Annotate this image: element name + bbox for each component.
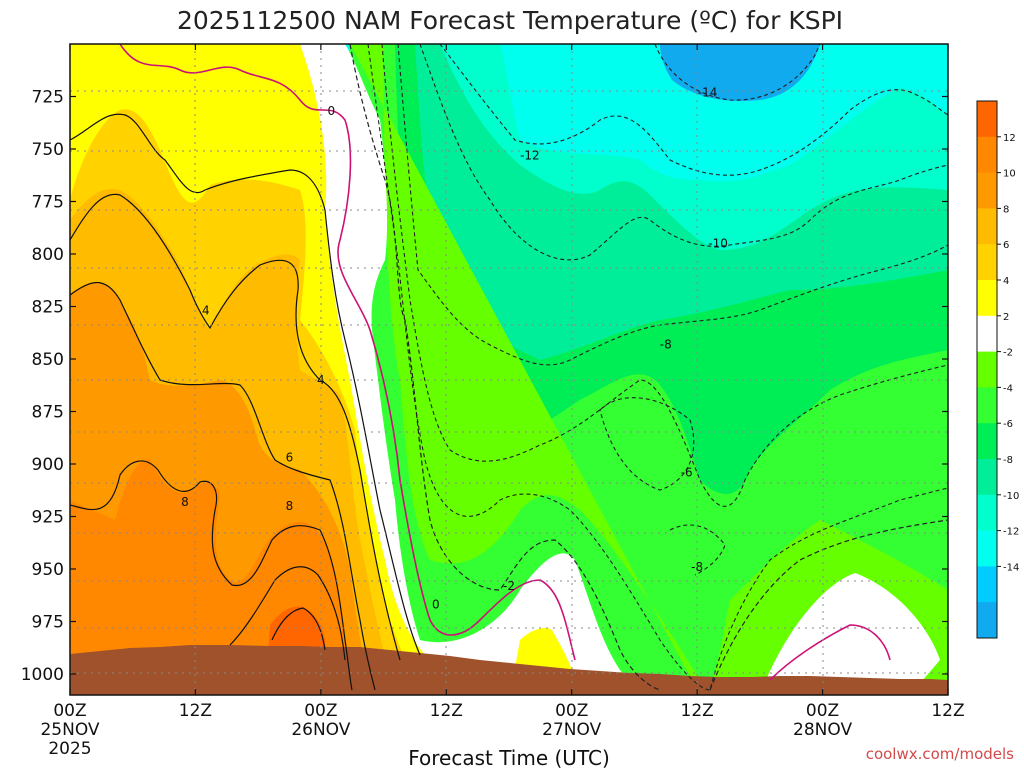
contour-label: 8 [286, 499, 294, 513]
y-tick-label: 725 [32, 88, 64, 108]
colorbar-label: -12 [1003, 527, 1019, 538]
colorbar-frame [976, 100, 998, 639]
y-tick-label: 750 [32, 140, 64, 160]
colorbar-label: -2 [1003, 348, 1013, 359]
field-lime [350, 44, 948, 695]
y-tick-label: 775 [32, 193, 64, 213]
colorbar-swatch [977, 387, 997, 424]
y-tick-label: 925 [32, 508, 64, 528]
x-tick-label: 26NOV [291, 720, 350, 740]
contour-label: -6 [681, 465, 693, 479]
colorbar-label: -8 [1003, 455, 1013, 466]
contour-line-minus4c [367, 44, 948, 691]
contour-line-minus10c [419, 44, 948, 261]
colorbar-label: 4 [1003, 276, 1009, 287]
y-tick-label: 1000 [21, 665, 64, 685]
colorbar-label: -4 [1003, 383, 1013, 394]
plot-field [70, 44, 948, 695]
colorbar-swatch [977, 136, 997, 174]
contour-line-minus2c [349, 44, 948, 691]
x-tick-label: 00Z [806, 701, 839, 721]
colorbar-label: -10 [1003, 491, 1019, 502]
field-deep-cyan [660, 44, 820, 101]
x-tick-label: 25NOV [40, 720, 99, 740]
contour-line-0c [119, 44, 891, 681]
source-credit: coolwx.com/models [866, 745, 1014, 763]
contour-label: -2 [503, 579, 515, 593]
contour-label: -8 [691, 560, 703, 574]
contour-line-2c [70, 85, 421, 656]
colorbar-label: -6 [1003, 419, 1013, 430]
colorbar-swatch [977, 602, 997, 639]
contour-line-minus14c [654, 44, 821, 101]
contour-label: -12 [520, 148, 540, 162]
colorbar-swatch [977, 423, 997, 460]
contour-label: 0 [432, 598, 440, 612]
chart-title: 2025112500 NAM Forecast Temperature (ºC)… [177, 6, 843, 35]
contour-label: -14 [698, 85, 718, 99]
colorbar-label: 2 [1003, 312, 1009, 323]
y-tick-label: 950 [32, 560, 64, 580]
x-axis-title: Forecast Time (UTC) [408, 746, 610, 768]
colorbar-swatch [977, 208, 997, 245]
colorbar-label: 10 [1003, 169, 1016, 180]
contour-labels: 0 -14 -12 -10 4 -8 4 6 -6 8 8 -8 -2 0 [181, 85, 728, 611]
colorbar-label: 8 [1003, 204, 1009, 215]
contour-line-6c [70, 282, 376, 691]
plot-frame [69, 43, 949, 696]
x-tick-label: 12Z [931, 701, 964, 721]
y-tick-label: 800 [32, 245, 64, 265]
contour-label: 4 [317, 373, 325, 387]
y-tick-label: 875 [32, 403, 64, 423]
colorbar-swatch [977, 315, 997, 353]
colorbar-swatch [977, 280, 997, 317]
y-tick-label: 850 [32, 350, 64, 370]
y-tick-label: 825 [32, 298, 64, 318]
y-tick-label: 975 [32, 613, 64, 633]
contour-label: 8 [181, 495, 189, 509]
x-tick-label: 12Z [681, 701, 714, 721]
x-tick-label: 2025 [48, 739, 91, 759]
colorbar-swatch [977, 530, 997, 567]
colorbar-swatch [977, 459, 997, 496]
colorbar-swatch [977, 351, 997, 388]
colorbar-swatch [977, 566, 997, 603]
colorbar-label: 12 [1003, 133, 1016, 144]
colorbar-swatch [977, 101, 997, 138]
contour-label: 0 [327, 104, 335, 118]
contour-label: 4 [202, 304, 210, 318]
x-tick-label: 27NOV [542, 720, 601, 740]
colorbar-swatch [977, 244, 997, 281]
x-tick-label: 28NOV [793, 720, 852, 740]
contour-line-minus8c [397, 44, 948, 576]
colorbar-label: 6 [1003, 240, 1009, 251]
contour-label: -8 [660, 337, 672, 351]
contour-label: 6 [286, 451, 294, 465]
x-tick-label: 12Z [430, 701, 463, 721]
contour-label: -10 [708, 237, 728, 251]
colorbar-swatch [977, 494, 997, 532]
contour-line-10c [229, 566, 346, 661]
x-tick-label: 00Z [555, 701, 588, 721]
x-tick-label: 00Z [53, 701, 86, 721]
colorbar-swatch [977, 172, 997, 209]
y-tick-label: 900 [32, 455, 64, 475]
colorbar: 12 10 8 6 4 2 -2 -4 -6 -8 -10 -12 -14 [976, 100, 1019, 639]
x-tick-label: 00Z [304, 701, 337, 721]
contour-line-minus12c [439, 44, 948, 176]
x-tick-label: 12Z [179, 701, 212, 721]
ground-surface [70, 645, 948, 695]
contour-line-minus6c [381, 44, 948, 507]
colorbar-label: -14 [1003, 562, 1019, 573]
contour-line-4c [70, 193, 401, 661]
